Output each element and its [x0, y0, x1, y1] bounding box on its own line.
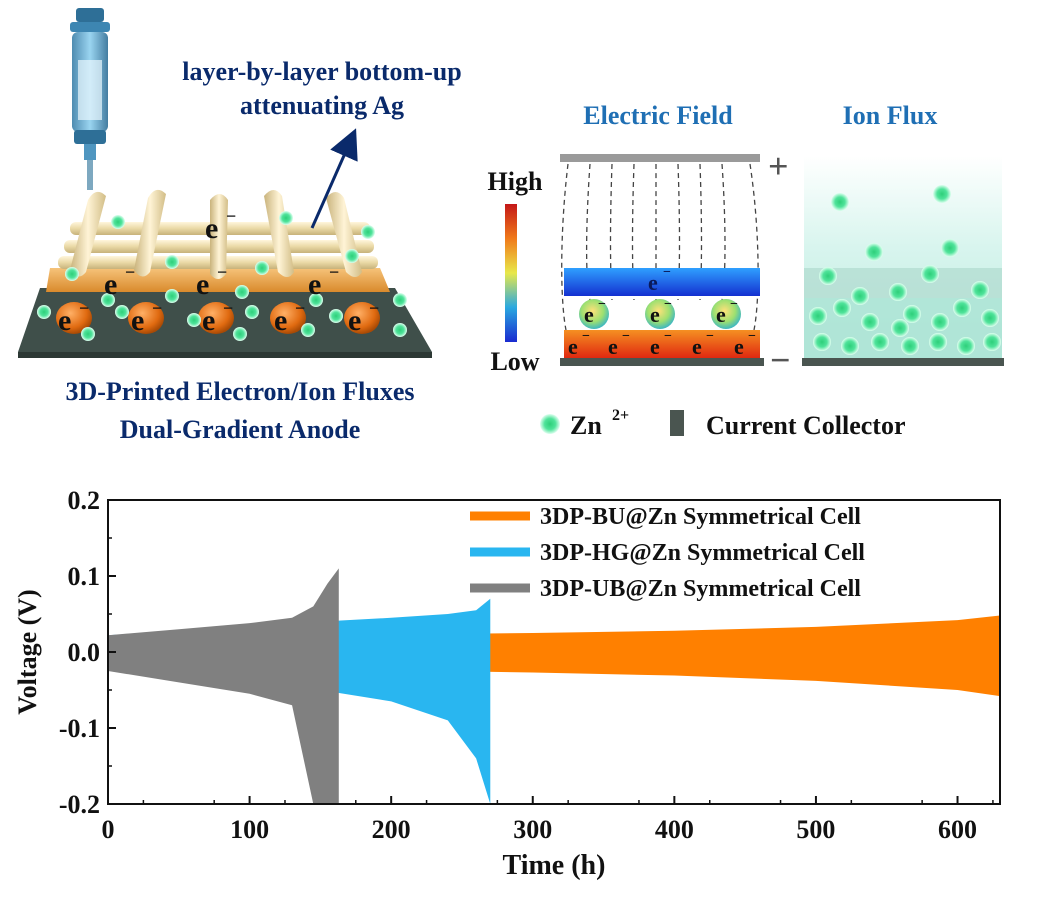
svg-text:−: − — [217, 262, 227, 282]
electron-label: e — [308, 268, 321, 301]
zn-legend-superscript: 2+ — [612, 407, 629, 424]
svg-text:−: − — [125, 262, 135, 282]
collector-legend-icon — [670, 410, 684, 436]
scale-low-label: Low — [490, 347, 539, 376]
y-tick-label: -0.2 — [59, 790, 100, 819]
svg-text:−: − — [664, 297, 672, 312]
legend-entry: 3DP-HG@Zn Symmetrical Cell — [540, 540, 865, 566]
electron-label: e — [650, 334, 660, 359]
x-tick-label: 200 — [372, 815, 411, 844]
electron-label: e — [650, 302, 660, 327]
blue-layer — [564, 268, 760, 296]
svg-text:−: − — [329, 262, 339, 282]
panel-a-anode-illustration: e − e − e − e − e − e − e − e − e − laye… — [18, 8, 462, 444]
y-axis-label: Voltage (V) — [13, 589, 42, 714]
zn-legend-label: Zn — [570, 411, 602, 440]
electron-label: e — [716, 302, 726, 327]
electron-label: e — [608, 334, 618, 359]
electron-label: e — [584, 302, 594, 327]
svg-text:−: − — [295, 298, 305, 318]
y-tick-label: -0.1 — [59, 714, 100, 743]
vertical-rods — [70, 189, 362, 279]
scale-high-label: High — [488, 167, 543, 196]
panel-a-caption-line1: 3D-Printed Electron/Ion Fluxes — [65, 377, 414, 406]
electron-label: e — [692, 334, 702, 359]
svg-text:−: − — [369, 298, 379, 318]
orange-layer — [46, 268, 390, 292]
panel-b-field-diagram: Electric Field Ion Flux High Low + e − — [488, 101, 1004, 440]
svg-text:−: − — [748, 329, 756, 344]
color-scale-bar — [505, 204, 517, 342]
svg-text:−: − — [622, 329, 630, 344]
x-tick-label: 600 — [938, 815, 977, 844]
svg-text:−: − — [226, 206, 236, 226]
ion-flux-title: Ion Flux — [843, 101, 938, 130]
panel-b-legend: Zn 2+ Current Collector — [540, 407, 906, 440]
plus-sign: + — [768, 146, 789, 186]
x-tick-label: 0 — [102, 815, 115, 844]
syringe-icon — [70, 8, 110, 190]
svg-text:−: − — [79, 298, 89, 318]
svg-text:−: − — [223, 298, 233, 318]
panel-a-zn-ions — [37, 211, 407, 341]
voltage-time-chart: 0 100 200 300 400 500 600 0.2 0.1 0.0 -0.1 -0.2 Tim… — [13, 486, 1001, 881]
svg-text:−: − — [730, 297, 738, 312]
electron-label: e — [274, 304, 287, 337]
field-lines — [561, 163, 759, 331]
middle-electron-balls — [579, 299, 741, 329]
ion-flux-zn-ions — [809, 185, 1001, 355]
electron-label: e — [196, 268, 209, 301]
ion-flux-collector — [802, 358, 1004, 366]
electron-label: e — [348, 304, 361, 337]
y-tick-label: 0.0 — [68, 638, 101, 667]
bottom-electrode — [560, 358, 764, 366]
y-tick-label: 0.1 — [68, 562, 101, 591]
x-tick-label: 500 — [796, 815, 835, 844]
y-tick-label: 0.2 — [68, 486, 101, 515]
series-band-3 — [108, 568, 339, 804]
zn-ion-legend-icon — [540, 414, 560, 434]
panel-a-electron-labels: e − e − e − e − e − e − e − e − e − — [58, 206, 379, 337]
legend-entry: 3DP-UB@Zn Symmetrical Cell — [540, 576, 861, 602]
electric-field-title: Electric Field — [583, 101, 733, 130]
svg-text:−: − — [598, 297, 606, 312]
svg-text:−: − — [582, 329, 590, 344]
annotation-text-line1: layer-by-layer bottom-up — [182, 57, 461, 86]
electron-label: e — [648, 270, 658, 295]
x-axis-label: Time (h) — [503, 850, 606, 881]
red-layer — [564, 330, 760, 358]
electron-label: e — [734, 334, 744, 359]
electron-label: e — [205, 212, 218, 245]
chart-ticks: 0 100 200 300 400 500 600 0.2 0.1 0.0 -0.1 -0.2 — [59, 486, 994, 844]
electron-label: e — [58, 304, 71, 337]
annotation-text-line2: attenuating Ag — [240, 91, 404, 120]
electron-label: e — [568, 334, 578, 359]
minus-sign: − — [770, 340, 791, 380]
svg-text:−: − — [664, 329, 672, 344]
electron-label: e — [131, 304, 144, 337]
legend-entry: 3DP-BU@Zn Symmetrical Cell — [540, 504, 861, 530]
electron-label: e — [202, 304, 215, 337]
x-tick-label: 300 — [513, 815, 552, 844]
chart-series-group — [108, 568, 1000, 804]
svg-text:−: − — [706, 329, 714, 344]
panel-a-caption-line2: Dual-Gradient Anode — [120, 415, 361, 444]
x-tick-label: 400 — [655, 815, 694, 844]
svg-text:−: − — [152, 298, 162, 318]
electron-label: e — [104, 268, 117, 301]
x-tick-label: 100 — [230, 815, 269, 844]
collector-legend-label: Current Collector — [706, 411, 906, 440]
bottom-electron-balls — [56, 302, 380, 334]
annotation-arrow — [310, 128, 358, 229]
svg-text:−: − — [663, 265, 671, 280]
chart-legend: 3DP-BU@Zn Symmetrical Cell 3DP-HG@Zn Symm… — [470, 504, 865, 602]
top-electrode — [560, 154, 760, 162]
